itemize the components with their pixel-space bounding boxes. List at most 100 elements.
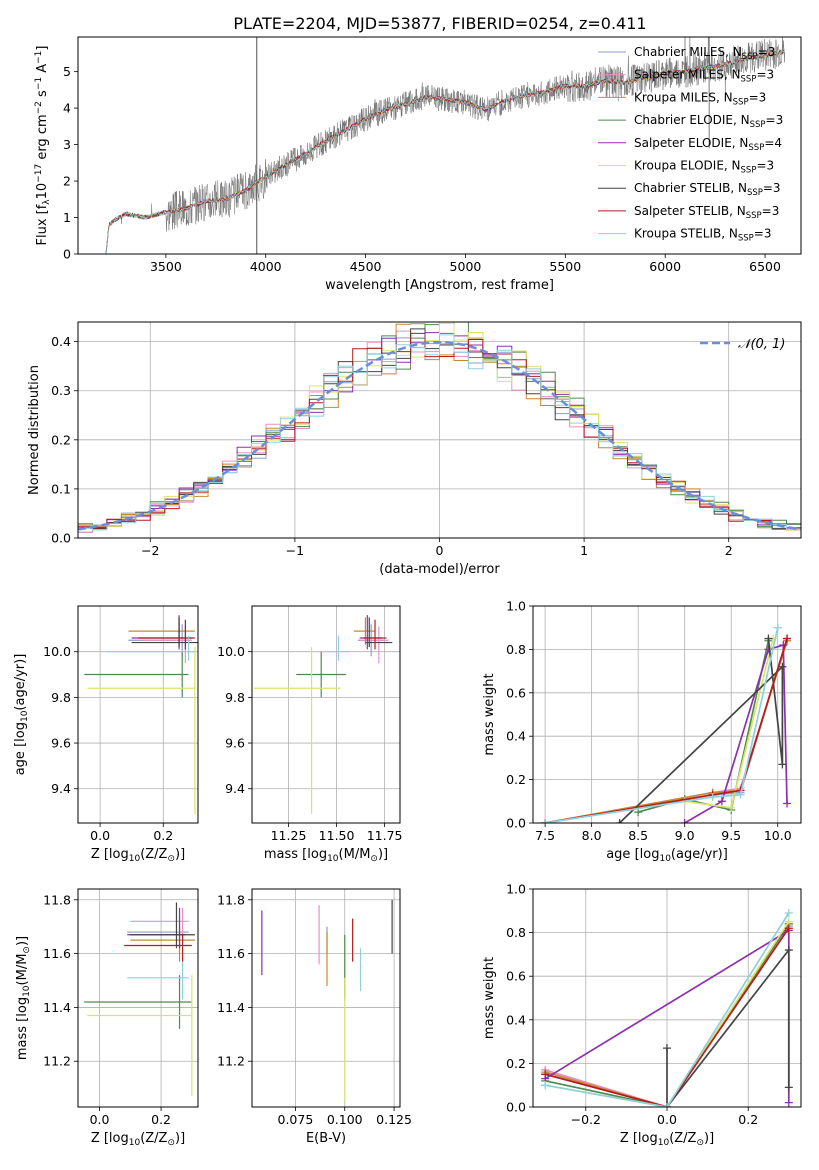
legend-label: Chabrier MILES, NSSP=3 (634, 45, 775, 62)
panel-massweight-vs-Z: −0.2 0.0 0.2 0.0 0.2 0.4 0.6 0.8 1.0 Z [log10(Z/Z… (482, 882, 802, 1148)
plot-area (78, 322, 801, 533)
x-tick-label: 1 (580, 543, 588, 558)
y-tick-label: 0.2 (51, 432, 71, 447)
weight-marker (717, 797, 726, 806)
y-tick-label: 0.1 (51, 481, 71, 496)
y-axis-label: mass weight (482, 957, 497, 1039)
series-chabrier-stelib (615, 634, 787, 823)
x-tick-label: 0.100 (327, 1112, 363, 1127)
x-tick-label: 5000 (450, 259, 482, 274)
weight-marker (727, 803, 736, 812)
errorbar-kroupa-stelib (323, 635, 351, 661)
y-tick-label: 0.8 (506, 642, 526, 657)
x-tick-label: 8.5 (628, 828, 648, 843)
y-tick-label: 1.0 (506, 599, 526, 614)
errorbar-salpeter-stelib (363, 619, 383, 650)
histogram-salpeter-stelib (78, 332, 801, 529)
series-chabrier-stelib (663, 946, 793, 1107)
series-kroupa-elodie (680, 634, 778, 812)
axes-frame (77, 605, 199, 824)
y-tick-label: 0.3 (51, 383, 71, 398)
model-spectrum-chabrier-elodie (105, 51, 785, 254)
weight-line (544, 627, 779, 823)
y-tick-label: 9.6 (51, 736, 71, 751)
series-salpeter-stelib (541, 634, 792, 823)
y-tick-label: 0.2 (506, 1056, 526, 1071)
x-tick-label: 0.0 (657, 1112, 677, 1127)
weight-marker (634, 808, 643, 817)
y-tick-label: 0.4 (506, 1012, 526, 1027)
plot-area (253, 615, 393, 814)
panel-age-vs-Z: 0.0 0.2 9.4 9.6 9.8 10.0 Z [log10(Z/Z⊙)] age [l… (13, 605, 199, 864)
axes-frame (77, 888, 199, 1108)
panel-residuals: −2 −1 0 1 2 0.0 0.1 0.2 0.3 0.4 𝒩(0, 1) (data-model… (27, 321, 802, 577)
errorbar-kroupa-stelib (106, 635, 195, 661)
x-tick-label: −2 (141, 543, 159, 558)
x-tick-label: −0.2 (571, 1112, 601, 1127)
weight-marker (708, 792, 717, 801)
x-tick-label: 0.075 (278, 1112, 314, 1127)
y-tick-label: 11.2 (217, 1054, 245, 1069)
weight-marker (784, 946, 793, 955)
y-tick-label: 0.0 (51, 531, 71, 546)
x-axis-label: age [log10(age/yr)] (606, 847, 728, 864)
y-tick-label: 3 (63, 137, 71, 152)
weight-marker (615, 819, 624, 823)
x-tick-label: 10.0 (764, 828, 792, 843)
x-tick-label: 4000 (250, 259, 282, 274)
y-axis-label: mass [log10(M/M⊙)] (15, 936, 32, 1060)
x-tick-label: 2 (725, 543, 733, 558)
model-spectrum-chabrier-stelib (105, 49, 785, 254)
errorbar-salpeter-elodie (359, 615, 387, 650)
x-tick-label: 4500 (350, 259, 382, 274)
legend-label: Salpeter STELIB, NSSP=3 (634, 204, 779, 221)
y-tick-label: 9.4 (225, 781, 245, 796)
weight-marker (663, 1103, 671, 1107)
panel-spectrum: 3500 4000 4500 5000 5500 6000 6500 0 1 2 3 4 5 Chabri… (34, 36, 802, 293)
errorbar-chabrier-stelib (130, 902, 195, 949)
axes-frame (532, 605, 802, 824)
weight-marker (784, 908, 793, 917)
y-tick-label: 0.4 (51, 334, 71, 349)
axes-frame (251, 605, 401, 824)
x-tick-label: 0 (436, 543, 444, 558)
plots-layer: 3500 4000 4500 5000 5500 6000 6500 0 1 2 3 4 5 Chabri… (13, 36, 802, 1148)
series-kroupa-stelib (541, 908, 793, 1107)
y-tick-label: 11.8 (43, 892, 71, 907)
x-tick-label: 8.0 (582, 828, 602, 843)
x-tick-label: 0.2 (153, 828, 173, 843)
x-axis-label: Z [log10(Z/Z⊙)] (91, 1131, 185, 1148)
y-tick-label: 11.4 (217, 1000, 245, 1015)
series-chabrier-miles (541, 634, 792, 823)
y-tick-label: 9.6 (225, 736, 245, 751)
y-tick-label: 11.6 (217, 946, 245, 961)
weight-marker (778, 662, 787, 671)
errorbar-kroupa-elodie (87, 975, 193, 1097)
errorbar-kroupa-miles (353, 617, 376, 645)
x-tick-label: 0.2 (738, 1112, 758, 1127)
y-tick-label: 9.8 (51, 690, 71, 705)
weight-marker (663, 1044, 671, 1053)
plot-area (105, 37, 785, 254)
y-tick-label: 0.0 (506, 1100, 526, 1115)
y-tick-label: 4 (63, 101, 71, 116)
weight-marker (784, 1098, 793, 1107)
y-tick-label: 0.8 (506, 925, 526, 940)
errorbar-kroupa-stelib (127, 961, 189, 1000)
y-tick-label: 2 (63, 174, 71, 189)
y-tick-label: 1.0 (506, 882, 526, 897)
legend-label: Kroupa MILES, NSSP=3 (634, 90, 766, 107)
y-tick-label: 9.4 (51, 781, 71, 796)
plot-area (541, 623, 792, 823)
weight-line (684, 638, 774, 809)
weight-line (544, 638, 788, 823)
y-axis-label: Flux [fλ10−17 erg cm−2 s−1 A−1] (34, 46, 52, 246)
y-tick-label: 0.2 (506, 772, 526, 787)
x-tick-label: 3500 (150, 259, 182, 274)
y-axis-label: age [log10(age/yr)] (13, 654, 30, 776)
plot-area (541, 908, 793, 1107)
errorbar-salpeter-miles (359, 626, 389, 664)
y-tick-label: 11.8 (217, 892, 245, 907)
x-tick-label: 6500 (749, 259, 781, 274)
legend-label: Salpeter MILES, NSSP=3 (634, 68, 774, 85)
